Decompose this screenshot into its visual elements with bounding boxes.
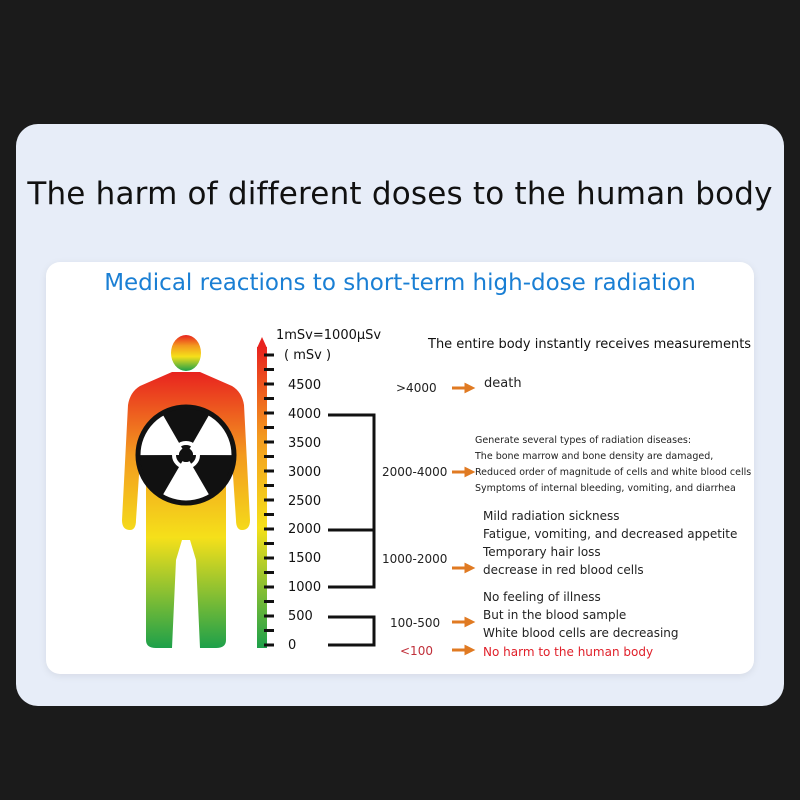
unit-label: ( mSv ) [284, 348, 332, 363]
scale-tick [264, 585, 274, 589]
scale-tick [264, 643, 274, 647]
effect-line: White blood cells are decreasing [483, 626, 679, 640]
range-label: 100-500 [390, 616, 441, 630]
scale-tick [264, 382, 274, 386]
scale-label: 1500 [288, 551, 322, 566]
scale-label: 2500 [288, 494, 322, 509]
scale-tick [264, 614, 274, 618]
range-label: 2000-4000 [382, 465, 448, 479]
scale-label: 0 [288, 638, 297, 653]
scale-tick [264, 498, 274, 502]
range-effect: death [484, 376, 522, 391]
radiation-symbol-icon [135, 404, 237, 506]
arrow-head [464, 616, 476, 628]
range-effects: No feeling of illness But in the blood s… [483, 588, 679, 642]
range-effects: Generate several types of radiation dise… [475, 433, 751, 497]
effect-line: Fatigue, vomiting, and decreased appetit… [483, 527, 738, 541]
scale-tick [264, 484, 274, 487]
scale-tick [264, 556, 274, 560]
page-title: The harm of different doses to the human… [27, 176, 773, 212]
range-effect: No harm to the human body [483, 645, 654, 659]
arrow-head [464, 562, 476, 574]
panel-subtitle: Medical reactions to short-term high-dos… [104, 270, 696, 296]
scale-tick [264, 469, 274, 473]
unit-note: 1mSv=1000μSv [276, 328, 382, 343]
scale-tick [264, 571, 274, 574]
arrow-head [464, 644, 476, 656]
range-effects: Mild radiation sickness Fatigue, vomitin… [483, 507, 737, 579]
range-label: 1000-2000 [382, 552, 448, 566]
scale-label: 500 [288, 609, 313, 624]
measurements-heading: The entire body instantly receives measu… [428, 337, 752, 352]
effect-line: No feeling of illness [483, 590, 601, 604]
effect-line: The bone marrow and bone density are dam… [475, 451, 714, 462]
scale-tick [264, 629, 274, 632]
scale-label: 3500 [288, 436, 322, 451]
dose-scale-bar [257, 337, 274, 648]
scale-tick [264, 368, 274, 371]
arrow-head [464, 466, 476, 478]
scale-tick [264, 455, 274, 458]
scale-tick [264, 353, 274, 357]
scale-tick [264, 397, 274, 400]
scale-tick [264, 513, 274, 516]
effect-line: decrease in red blood cells [483, 563, 644, 577]
scale-label: 4000 [288, 407, 322, 422]
effect-line: Symptoms of internal bleeding, vomiting,… [475, 483, 736, 494]
scale-label: 4500 [288, 378, 322, 393]
effect-line: Mild radiation sickness [483, 509, 620, 523]
scale-tick [264, 440, 274, 444]
effect-line: But in the blood sample [483, 608, 627, 622]
scale-tick [264, 542, 274, 545]
scale-label: 3000 [288, 465, 322, 480]
scale-tick [264, 600, 274, 603]
arrow-head [464, 382, 476, 394]
scale-tick [264, 411, 274, 415]
range-label: <100 [400, 644, 433, 658]
effect-line: Reduced order of magnitude of cells and … [475, 467, 752, 478]
scale-label: 2000 [288, 522, 322, 537]
effect-line: Temporary hair loss [483, 545, 601, 559]
scale-tick [264, 527, 274, 531]
range-brackets [328, 413, 376, 647]
range-label: >4000 [396, 381, 437, 395]
effect-line: Generate several types of radiation dise… [475, 435, 692, 446]
scale-label: 1000 [288, 580, 322, 595]
scale-tick [264, 426, 274, 429]
arrow-right-icon [452, 382, 476, 656]
